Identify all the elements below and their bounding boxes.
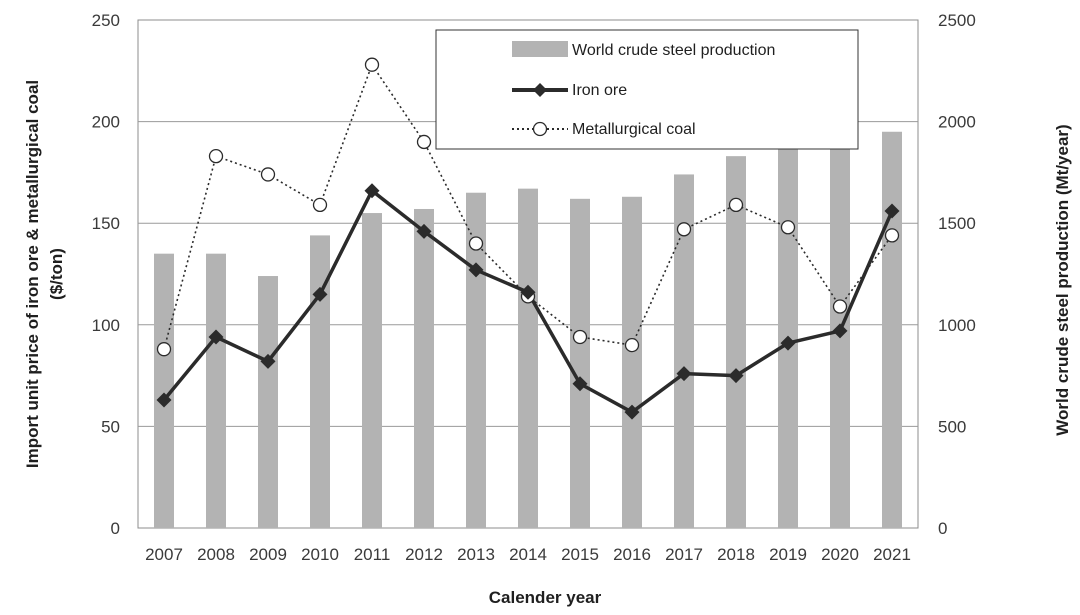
y-left-tick-label: 200 bbox=[92, 113, 120, 132]
y-right-tick-label: 1000 bbox=[938, 316, 976, 335]
x-tick-label: 2010 bbox=[301, 545, 339, 564]
bar-steel-production bbox=[206, 253, 226, 528]
point-metallurgical-coal bbox=[416, 134, 432, 150]
y-right-tick-label: 2000 bbox=[938, 113, 976, 132]
point-iron-ore bbox=[260, 353, 276, 369]
bar-steel-production bbox=[258, 276, 278, 528]
y-left-tick-label: 0 bbox=[111, 519, 120, 538]
x-tick-label: 2013 bbox=[457, 545, 495, 564]
y-right-tick-label: 2500 bbox=[938, 11, 976, 30]
point-iron-ore bbox=[416, 223, 432, 239]
legend-label-coal: Metallurgical coal bbox=[572, 121, 696, 138]
y-axis-left-title: Import unit price of iron ore & metallur… bbox=[23, 80, 66, 468]
bar-steel-production bbox=[362, 213, 382, 529]
x-tick-label: 2020 bbox=[821, 545, 859, 564]
y-left-tick-label: 250 bbox=[92, 11, 120, 30]
point-metallurgical-coal bbox=[728, 197, 744, 213]
point-iron-ore bbox=[208, 329, 224, 345]
point-iron-ore bbox=[832, 323, 848, 339]
x-tick-label: 2021 bbox=[873, 545, 911, 564]
x-axis-title: Calender year bbox=[489, 588, 602, 607]
point-iron-ore bbox=[364, 183, 380, 199]
point-iron-ore bbox=[572, 376, 588, 392]
legend-label-steel: World crude steel production bbox=[572, 42, 775, 59]
point-metallurgical-coal bbox=[676, 222, 692, 237]
bar-steel-production bbox=[414, 208, 434, 528]
point-iron-ore bbox=[312, 286, 328, 302]
legend-swatch-iron-ore-marker bbox=[533, 83, 547, 97]
y-left-tick-label: 100 bbox=[92, 316, 120, 335]
legend-box bbox=[435, 29, 859, 150]
legend-swatch-steel bbox=[512, 41, 568, 57]
x-tick-label: 2015 bbox=[561, 545, 599, 564]
y-axis-right-title: World crude steel production (Mt/year) bbox=[1053, 124, 1072, 435]
point-iron-ore bbox=[676, 366, 692, 382]
point-metallurgical-coal bbox=[780, 220, 796, 235]
point-metallurgical-coal bbox=[572, 329, 588, 345]
x-tick-label: 2019 bbox=[769, 545, 807, 564]
point-metallurgical-coal bbox=[468, 236, 484, 251]
x-tick-label: 2009 bbox=[249, 545, 287, 564]
x-tick-label: 2018 bbox=[717, 545, 755, 564]
bar-steel-production bbox=[466, 192, 486, 528]
x-tick-label: 2017 bbox=[665, 545, 703, 564]
point-iron-ore bbox=[728, 368, 744, 384]
y-axis-left-title-line-2: ($/ton) bbox=[47, 248, 66, 300]
point-iron-ore bbox=[884, 203, 900, 219]
x-tick-label: 2016 bbox=[613, 545, 651, 564]
point-iron-ore bbox=[624, 404, 640, 420]
bar-steel-production bbox=[570, 198, 590, 529]
point-iron-ore bbox=[780, 335, 796, 351]
point-metallurgical-coal bbox=[364, 57, 380, 72]
y-axis-left-title-line-1: Import unit price of iron ore & metallur… bbox=[23, 80, 42, 468]
legend-swatch-coal-marker bbox=[532, 121, 548, 137]
bar-steel-production bbox=[154, 253, 174, 528]
y-left-tick-label: 50 bbox=[101, 417, 120, 436]
point-metallurgical-coal bbox=[624, 337, 640, 353]
y-right-tick-label: 500 bbox=[938, 417, 966, 436]
point-iron-ore bbox=[520, 284, 536, 300]
x-tick-label: 2012 bbox=[405, 545, 443, 564]
point-iron-ore bbox=[468, 262, 484, 278]
bar-steel-production bbox=[674, 174, 694, 528]
bar-steel-production bbox=[726, 156, 746, 529]
point-metallurgical-coal bbox=[884, 228, 900, 243]
legend-label-iron-ore: Iron ore bbox=[572, 82, 627, 99]
y-right-tick-label: 0 bbox=[938, 519, 947, 538]
bar-series bbox=[154, 131, 902, 529]
x-tick-label: 2011 bbox=[354, 545, 391, 564]
y-left-tick-label: 150 bbox=[92, 214, 120, 233]
point-metallurgical-coal bbox=[208, 148, 224, 164]
point-metallurgical-coal bbox=[156, 342, 172, 357]
bar-steel-production bbox=[882, 131, 902, 528]
x-tick-label: 2014 bbox=[509, 545, 547, 564]
point-metallurgical-coal bbox=[312, 197, 328, 213]
line-series bbox=[156, 57, 900, 420]
point-metallurgical-coal bbox=[260, 167, 276, 182]
x-tick-label: 2008 bbox=[197, 545, 235, 564]
legend: World crude steel production Iron ore Me… bbox=[435, 29, 859, 150]
bar-steel-production bbox=[622, 196, 642, 528]
bar-steel-production bbox=[310, 235, 330, 528]
bar-steel-production bbox=[518, 188, 538, 528]
x-tick-label: 2007 bbox=[145, 545, 183, 564]
point-metallurgical-coal bbox=[832, 299, 848, 314]
point-iron-ore bbox=[156, 392, 172, 408]
y-right-tick-label: 1500 bbox=[938, 214, 976, 233]
